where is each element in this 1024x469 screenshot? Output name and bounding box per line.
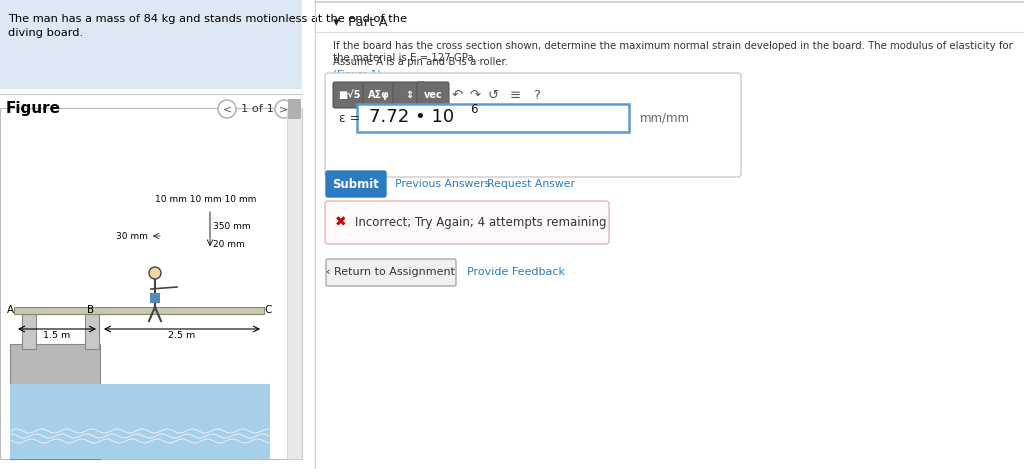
FancyBboxPatch shape <box>326 259 456 286</box>
Text: B: B <box>87 305 94 315</box>
Text: 6: 6 <box>470 103 477 115</box>
FancyBboxPatch shape <box>0 108 302 459</box>
Text: Submit: Submit <box>333 177 380 190</box>
Text: ↺: ↺ <box>487 89 499 101</box>
Text: ⇕: ⇕ <box>404 90 413 100</box>
Text: ▾  Part A: ▾ Part A <box>333 16 388 29</box>
Text: The man has a mass of 84 kg and stands motionless at the end of the: The man has a mass of 84 kg and stands m… <box>8 14 407 24</box>
Text: 350 mm: 350 mm <box>213 221 251 230</box>
Text: 1 of 1: 1 of 1 <box>241 104 273 114</box>
FancyBboxPatch shape <box>287 108 302 459</box>
Text: Provide Feedback: Provide Feedback <box>467 267 565 277</box>
Text: ↷: ↷ <box>469 89 480 101</box>
Text: Request Answer: Request Answer <box>487 179 575 189</box>
Text: If the board has the cross section shown, determine the maximum normal strain de: If the board has the cross section shown… <box>333 41 1013 62</box>
FancyBboxPatch shape <box>150 293 160 303</box>
FancyBboxPatch shape <box>417 82 449 108</box>
FancyBboxPatch shape <box>10 344 100 459</box>
Text: vec: vec <box>424 90 442 100</box>
Text: 1.5 m: 1.5 m <box>43 331 71 340</box>
Text: diving board.: diving board. <box>8 28 83 38</box>
Text: (Figure 1): (Figure 1) <box>333 70 381 80</box>
Text: 7.72 • 10: 7.72 • 10 <box>369 108 454 126</box>
Text: ?: ? <box>534 89 541 101</box>
Text: ≡: ≡ <box>509 89 520 101</box>
Text: ‹ Return to Assignment: ‹ Return to Assignment <box>327 267 456 277</box>
FancyBboxPatch shape <box>10 384 270 459</box>
FancyBboxPatch shape <box>85 314 99 349</box>
Text: mm/mm: mm/mm <box>640 112 690 124</box>
Text: ↶: ↶ <box>452 89 463 101</box>
FancyBboxPatch shape <box>357 104 629 132</box>
FancyBboxPatch shape <box>288 99 301 119</box>
FancyBboxPatch shape <box>14 307 264 314</box>
FancyBboxPatch shape <box>333 82 365 108</box>
FancyBboxPatch shape <box>0 0 302 89</box>
FancyBboxPatch shape <box>325 73 741 177</box>
FancyBboxPatch shape <box>326 171 386 197</box>
Text: <: < <box>222 104 231 114</box>
FancyBboxPatch shape <box>22 314 36 349</box>
Text: AΣφ: AΣφ <box>368 90 390 100</box>
Text: 20 mm: 20 mm <box>213 240 245 249</box>
FancyBboxPatch shape <box>362 82 395 108</box>
FancyBboxPatch shape <box>325 201 609 244</box>
Text: 10 mm 10 mm 10 mm: 10 mm 10 mm 10 mm <box>155 195 256 204</box>
Text: Assume A is a pin and B is a roller.: Assume A is a pin and B is a roller. <box>333 57 508 67</box>
FancyBboxPatch shape <box>393 82 425 108</box>
Text: Incorrect; Try Again; 4 attempts remaining: Incorrect; Try Again; 4 attempts remaini… <box>355 215 606 228</box>
Text: Figure: Figure <box>6 101 61 116</box>
Text: A: A <box>7 305 14 315</box>
Text: 2.5 m: 2.5 m <box>168 331 196 340</box>
Circle shape <box>150 267 161 279</box>
Text: ■√5: ■√5 <box>338 90 360 100</box>
Circle shape <box>218 100 236 118</box>
Text: Previous Answers: Previous Answers <box>395 179 490 189</box>
Circle shape <box>275 100 293 118</box>
Text: ✖: ✖ <box>335 215 347 229</box>
Text: >: > <box>280 104 289 114</box>
Text: ε =: ε = <box>339 112 360 124</box>
Text: 30 mm: 30 mm <box>116 232 148 241</box>
Text: C: C <box>264 305 271 315</box>
